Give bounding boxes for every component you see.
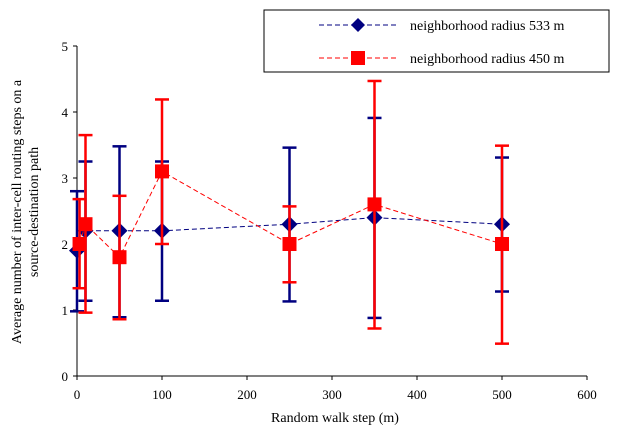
- data-point: [282, 237, 297, 251]
- y-tick-label: 0: [62, 369, 69, 384]
- x-tick-label: 500: [492, 387, 512, 402]
- legend-entry-1: neighborhood radius 533 m: [319, 18, 564, 34]
- x-tick-label: 200: [237, 387, 257, 402]
- y-tick-label: 5: [62, 39, 69, 54]
- y-axis-title-line-1: Average number of inter-cell routing ste…: [10, 79, 25, 344]
- legend-box: [263, 9, 610, 73]
- data-point: [72, 237, 87, 251]
- y-tick-label: 2: [62, 237, 69, 252]
- legend-label: neighborhood radius 533 m: [410, 19, 564, 34]
- series-layer: [69, 79, 510, 345]
- legend: neighborhood radius 533 m neighborhood ra…: [263, 9, 610, 73]
- legend-marker: [351, 18, 365, 32]
- y-axis-title-line-2: source-destination path: [27, 147, 42, 277]
- x-tick-label: 0: [74, 387, 81, 402]
- x-tick-label: 100: [152, 387, 172, 402]
- y-tick-label: 1: [62, 303, 69, 318]
- x-axis-ticks: 0 100 200 300 400 500 600: [74, 376, 597, 402]
- data-point: [495, 237, 509, 251]
- y-tick-label: 3: [62, 171, 69, 186]
- legend-marker: [351, 51, 365, 65]
- x-axis-title: Random walk step (m): [271, 411, 399, 426]
- data-point: [78, 217, 93, 232]
- x-tick-label: 600: [577, 387, 597, 402]
- y-axis-ticks: 0 1 2 3 4 5: [62, 39, 77, 384]
- y-tick-label: 4: [62, 105, 69, 120]
- data-point: [112, 250, 127, 265]
- legend-entry-2: neighborhood radius 450 m: [319, 51, 564, 67]
- data-point: [367, 197, 382, 212]
- y-axis-title: Average number of inter-cell routing ste…: [10, 79, 42, 344]
- data-point: [155, 164, 169, 179]
- series-2: [72, 79, 509, 345]
- legend-label: neighborhood radius 450 m: [410, 52, 564, 67]
- x-tick-label: 300: [322, 387, 342, 402]
- axes: [76, 46, 587, 377]
- x-tick-label: 400: [407, 387, 427, 402]
